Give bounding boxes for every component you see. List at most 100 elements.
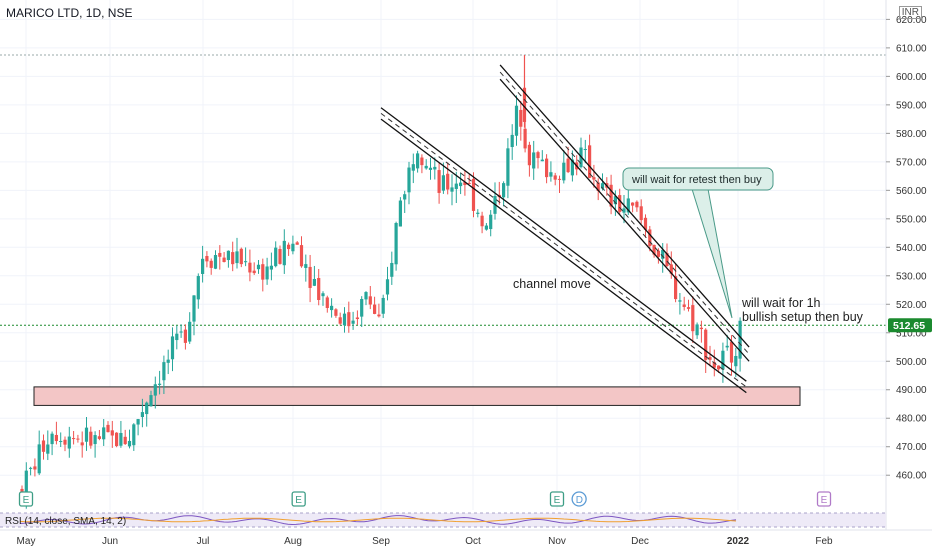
- candle-body: [390, 262, 394, 277]
- candle-body: [29, 467, 33, 469]
- candle-body: [682, 304, 686, 307]
- earnings-marker[interactable]: [18, 491, 34, 507]
- rsi-label: RSI (14, close, SMA, 14, 2): [5, 516, 126, 527]
- candle-body: [41, 440, 46, 452]
- candle-body: [136, 419, 140, 425]
- candle-body: [93, 435, 97, 445]
- candle-body: [643, 217, 648, 230]
- price-tick-label: 580.00: [896, 129, 927, 140]
- candle-body: [484, 225, 488, 230]
- candle-body: [562, 162, 566, 181]
- candle-body: [205, 255, 209, 262]
- candle-body: [622, 208, 626, 213]
- candle-body: [661, 249, 665, 259]
- candle-body: [265, 266, 269, 280]
- candle-body: [536, 152, 540, 159]
- candle-body: [738, 320, 742, 359]
- price-axis: 460.00 470.00 480.00 490.00 500.00 510.00 520.…: [886, 15, 927, 482]
- candle-body: [192, 295, 196, 322]
- candle-body: [506, 148, 510, 186]
- earnings-marker[interactable]: [816, 491, 832, 507]
- price-tick-label: 590.00: [896, 100, 927, 111]
- candle-body: [256, 264, 261, 270]
- callout-text: will wait for retest then buy: [631, 174, 762, 186]
- candle-body: [291, 243, 295, 252]
- candle-body: [480, 215, 484, 227]
- last-price-label: 512.65: [893, 320, 925, 332]
- candle-body: [106, 424, 110, 433]
- price-tick-label: 520.00: [896, 300, 927, 311]
- channel-outer-top[interactable]: [499, 64, 750, 348]
- price-tick-label: 610.00: [896, 43, 927, 54]
- candle-body: [553, 175, 557, 180]
- candle-body: [450, 187, 454, 192]
- candle-body: [24, 470, 28, 503]
- candle-body: [519, 109, 523, 127]
- candle-body: [80, 442, 84, 446]
- event-marker-label: D: [576, 495, 583, 506]
- candle-body: [704, 329, 708, 360]
- chart-title: MARICO LTD, 1D, NSE: [6, 6, 133, 20]
- candle-body: [170, 336, 175, 360]
- candle-body: [691, 305, 695, 332]
- earnings-marker[interactable]: [291, 491, 306, 507]
- candle-body: [532, 152, 536, 169]
- candle-body: [626, 198, 630, 213]
- candle-body: [119, 432, 123, 446]
- support-zone[interactable]: [33, 386, 801, 406]
- channel-mid-upper[interactable]: [380, 107, 747, 382]
- candle-body: [287, 244, 291, 250]
- candle-body: [127, 440, 132, 447]
- candle-body: [557, 178, 562, 180]
- price-tick-label: 540.00: [896, 243, 927, 254]
- candle-body: [54, 434, 58, 442]
- candle-body: [162, 362, 166, 381]
- channel-mid-lower[interactable]: [380, 118, 747, 394]
- earnings-marker[interactable]: [549, 491, 565, 507]
- candle-body: [282, 240, 286, 266]
- candle-body: [527, 144, 531, 166]
- bullish-note-line2: bullish setup then buy: [742, 310, 864, 324]
- price-tick-label: 490.00: [896, 385, 927, 396]
- candle-body: [459, 182, 463, 187]
- candle-body: [678, 300, 682, 302]
- candle-body: [725, 345, 729, 348]
- candle-body: [695, 324, 699, 336]
- candle-body: [540, 159, 544, 162]
- candle-body: [394, 222, 398, 265]
- candle-body: [33, 466, 37, 470]
- candle-body: [231, 252, 235, 265]
- bullish-note-line1: will wait for 1h: [741, 296, 821, 310]
- candle-body: [50, 433, 54, 445]
- event-marker-label: E: [821, 495, 828, 506]
- candles: [20, 55, 742, 509]
- candle-body: [600, 183, 605, 189]
- candle-body: [433, 166, 437, 170]
- candle-body: [717, 365, 721, 370]
- candle-body: [84, 427, 89, 442]
- candle-body: [330, 305, 334, 311]
- price-tick-label: 500.00: [896, 357, 927, 368]
- time-tick-label: Feb: [815, 536, 833, 547]
- candle-body: [67, 436, 71, 449]
- candle-body: [665, 253, 669, 266]
- time-axis: May Jun Jul Aug Sep Oct Nov Dec 2022 Feb: [17, 536, 834, 547]
- dividend-marker[interactable]: [571, 491, 587, 507]
- candle-body: [471, 178, 476, 211]
- channel-outer-upper[interactable]: [499, 78, 750, 362]
- time-tick-label: Oct: [465, 536, 481, 547]
- event-marker-label: E: [554, 495, 561, 506]
- candle-body: [261, 264, 265, 280]
- candle-body: [248, 262, 252, 273]
- candle-body: [522, 87, 527, 122]
- callout-box[interactable]: [622, 167, 774, 191]
- candle-body: [269, 265, 273, 270]
- candle-body: [368, 296, 372, 305]
- candle-body: [476, 212, 480, 214]
- candle-body: [583, 149, 587, 151]
- price-tick-label: 600.00: [896, 72, 927, 83]
- event-marker-label: E: [23, 495, 30, 506]
- candle-body: [235, 251, 239, 264]
- candle-body: [708, 357, 712, 360]
